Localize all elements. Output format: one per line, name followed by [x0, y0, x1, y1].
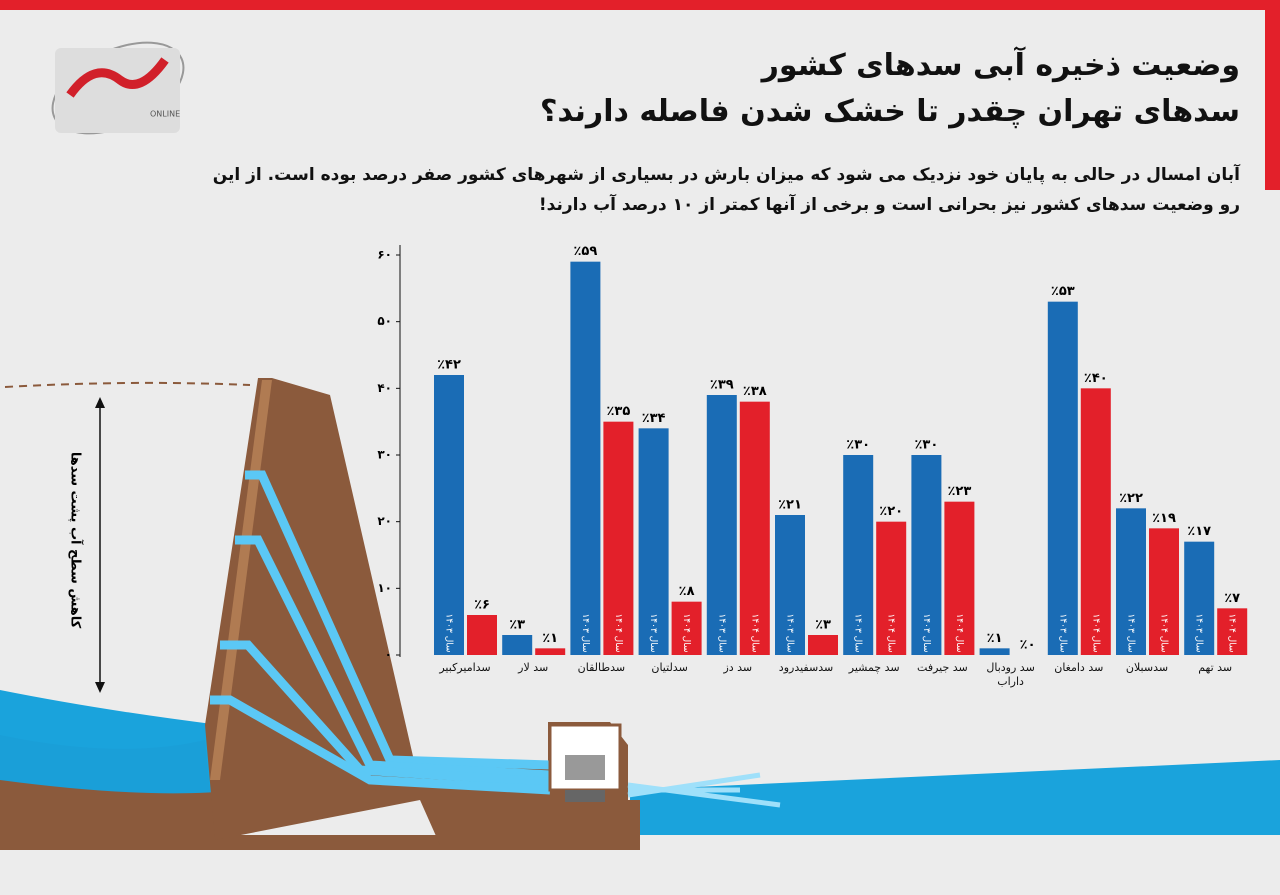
value-label: ٪۲۲	[1119, 491, 1143, 506]
value-label: ٪۴۲	[437, 358, 461, 373]
bar	[876, 521, 907, 655]
bar	[739, 401, 770, 655]
series-label: سال ۱۴۰۳	[444, 613, 454, 652]
x-tick-label: سد لار	[518, 661, 549, 674]
y-tick-label: ۱۰	[377, 581, 392, 595]
x-tick-label: سد رودبال داراب	[986, 661, 1035, 688]
bar	[1116, 508, 1146, 655]
value-label: ٪۱۹	[1152, 511, 1176, 526]
bar	[535, 648, 566, 655]
x-tick-label: سدسفیدرود	[778, 661, 834, 674]
bar	[1080, 388, 1111, 655]
y-tick-label: ۶۰	[377, 248, 392, 262]
logo: ONLINE	[51, 41, 185, 135]
value-label: ٪۸	[679, 584, 695, 599]
bar	[1184, 541, 1215, 655]
x-tick-label: سد دامغان	[1054, 661, 1104, 674]
x-tick-label: سدلتیان	[651, 661, 688, 674]
value-label: ٪۱	[987, 631, 1003, 646]
value-label: ٪۵۳	[1051, 284, 1075, 299]
x-tick-label: سد جیرفت	[917, 661, 968, 674]
series-label: سال ۱۴۰۴	[886, 613, 896, 652]
y-tick-label: ۲۰	[377, 514, 392, 528]
value-label: ٪۵۹	[573, 244, 597, 259]
value-label: ٪۲۳	[947, 484, 971, 499]
bar	[843, 455, 874, 655]
series-label: سال ۱۴۰۳	[648, 613, 658, 652]
series-label: سال ۱۴۰۳	[1057, 613, 1067, 652]
bar	[775, 515, 805, 655]
value-label: ٪۳۰	[846, 438, 870, 453]
value-label: ٪۳۹	[710, 378, 734, 393]
value-label: ٪۳۵	[606, 404, 630, 419]
bar	[979, 648, 1010, 655]
bar	[706, 395, 737, 655]
value-label: ٪۳۰	[914, 438, 938, 453]
dam-illustration: کاهش سطح آب پشت سدها	[0, 378, 1280, 895]
y-tick-label: ۳۰	[377, 448, 392, 462]
value-label: ٪۷	[1224, 591, 1240, 606]
bar	[1217, 608, 1248, 655]
x-tick-label: سدسبلان	[1125, 661, 1169, 674]
series-label: سال ۱۴۰۴	[1227, 613, 1237, 652]
y-tick-label: ۴۰	[377, 381, 392, 395]
series-label: سال ۱۴۰۴	[681, 613, 691, 652]
bar	[603, 421, 634, 655]
bar	[570, 261, 601, 655]
x-tick-label: سد دز	[723, 661, 753, 674]
series-label: سال ۱۴۰۴	[1090, 613, 1100, 652]
series-label: سال ۱۴۰۳	[853, 613, 863, 652]
y-tick-label: ۵۰	[377, 314, 392, 328]
x-tick-label: سد چمشیر	[848, 661, 900, 674]
series-label: سال ۱۴۰۳	[1194, 613, 1204, 652]
series-label: سال ۱۴۰۳	[580, 613, 590, 652]
series-label: سال ۱۴۰۳	[716, 613, 726, 652]
value-label: ٪۲۱	[778, 498, 802, 513]
bar	[434, 375, 464, 655]
illustration-label: کاهش سطح آب پشت سدها	[68, 452, 85, 629]
top-bar	[0, 0, 1280, 10]
value-label: ٪۴۰	[1084, 371, 1108, 386]
series-label: سال ۱۴۰۴	[954, 613, 964, 652]
bar	[911, 455, 942, 655]
x-tick-label: سد تهم	[1198, 661, 1233, 674]
value-label: ٪۱۷	[1187, 524, 1211, 539]
side-bar	[1265, 0, 1280, 190]
value-label: ٪۳۸	[743, 384, 767, 399]
bar	[808, 635, 838, 655]
value-label: ٪۰	[1020, 638, 1036, 653]
bar	[944, 501, 975, 655]
series-label: سال ۱۴۰۴	[749, 613, 759, 652]
title-line1: وضعیت ذخیره آبی سدهای کشور	[761, 48, 1240, 83]
series-label: سال ۱۴۰۳	[1126, 613, 1136, 652]
bar	[638, 428, 669, 655]
value-label: ٪۳	[815, 618, 831, 633]
bar	[1047, 301, 1078, 655]
bar	[671, 601, 702, 655]
value-label: ٪۳	[509, 618, 525, 633]
title-line2: سدهای تهران چقدر تا خشک شدن فاصله دارند؟	[539, 94, 1240, 129]
bar	[1149, 528, 1179, 655]
value-label: ٪۶	[474, 598, 490, 613]
value-label: ٪۲۰	[879, 504, 903, 519]
series-label: سال ۱۴۰۳	[785, 613, 795, 652]
value-label: ٪۳۴	[642, 411, 666, 426]
y-tick-label: ٠	[385, 648, 392, 662]
series-label: سال ۱۴۰۴	[613, 613, 623, 652]
series-label: سال ۱۴۰۳	[921, 613, 931, 652]
x-tick-label: سدطالقان	[577, 661, 626, 674]
value-label: ٪۱	[542, 631, 558, 646]
bar	[467, 615, 497, 655]
series-label: سال ۱۴۰۴	[1159, 613, 1169, 652]
x-tick-label: سدامیرکبیر	[439, 661, 491, 674]
logo-text: ONLINE	[150, 110, 180, 119]
bar	[502, 635, 533, 655]
subtitle: آبان امسال در حالی به پایان خود نزدیک می…	[212, 165, 1240, 215]
